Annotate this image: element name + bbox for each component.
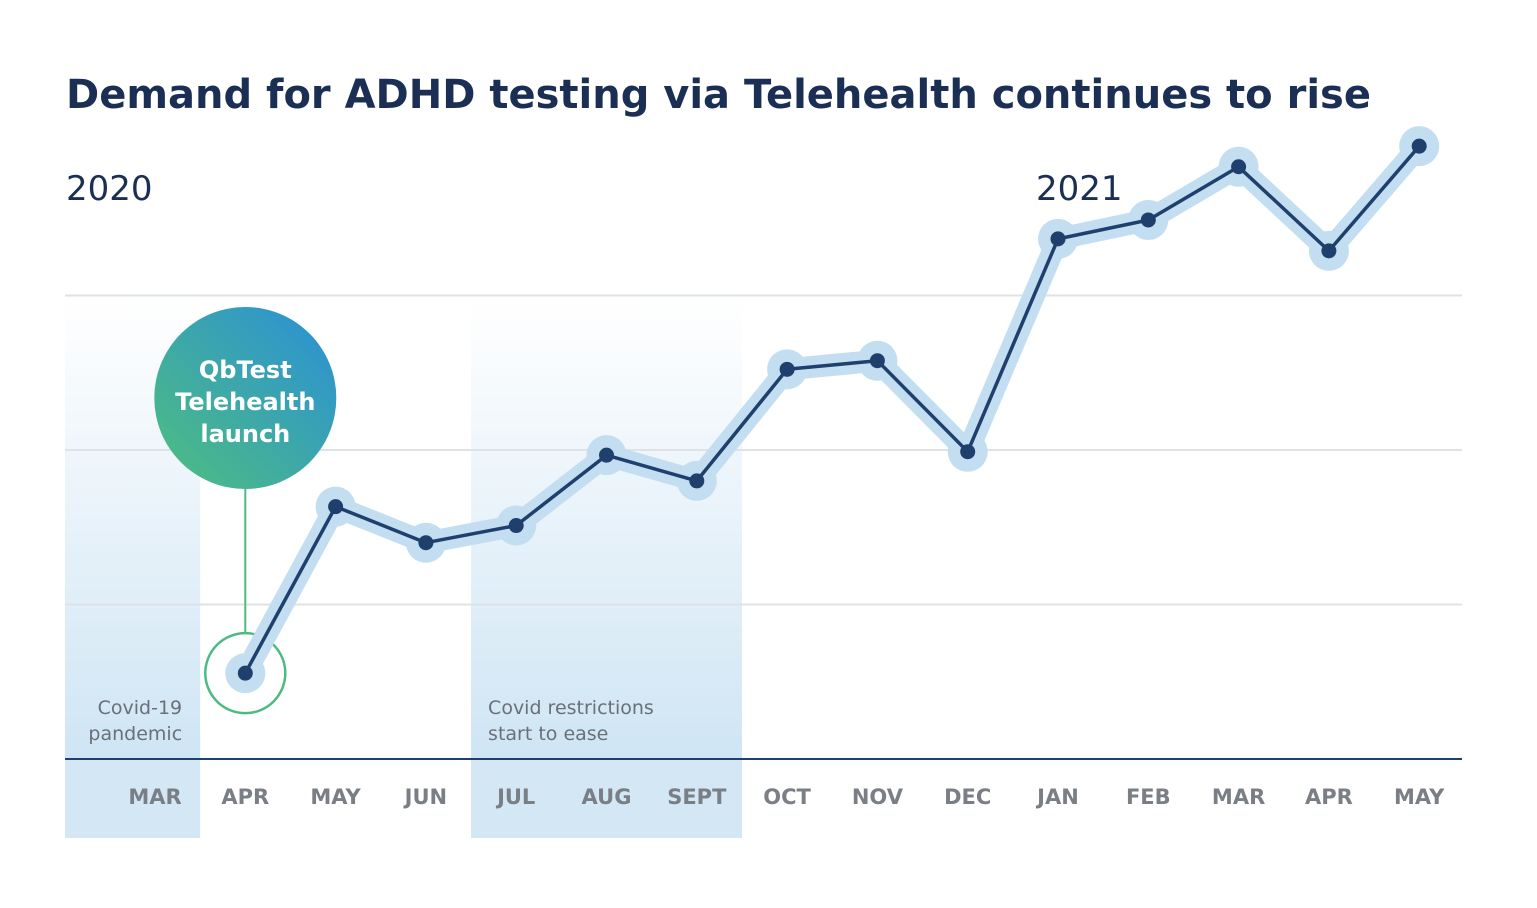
data-point [1411,138,1427,154]
data-point [1050,231,1066,247]
x-tick-label: JAN [1035,785,1079,809]
shaded-band-note: Covid restrictions [488,697,654,719]
data-point [599,447,614,463]
x-tick-label: MAY [1394,785,1445,809]
data-point [869,353,885,369]
data-point [508,518,524,534]
x-tick-label: OCT [763,785,811,809]
x-tick-label: MAY [310,785,361,809]
data-point [237,665,253,681]
x-tick-label: FEB [1126,785,1171,809]
x-tick-label: APR [221,785,269,809]
chart-title: Demand for ADHD testing via Telehealth c… [66,72,1371,118]
shaded-band-axis [65,759,201,838]
x-tick-label: DEC [944,785,991,809]
x-tick-label: JUL [495,785,535,809]
x-tick-label: APR [1305,785,1353,809]
callout-bubble [154,307,337,489]
x-tick-label: MAR [128,785,181,809]
data-point [328,499,344,515]
x-tick-label: AUG [582,785,632,809]
x-tick-label: SEPT [667,785,727,809]
shaded-band-note: pandemic [88,723,182,745]
callout-text: Telehealth [175,388,315,416]
data-point [1140,212,1156,228]
x-axis-ticks: MAR APR MAY JUN JUL AUG SEPT OCT NOV DEC JAN FEB MAR… [128,785,1445,809]
x-tick-label: MAR [1212,785,1265,809]
shaded-band-note: start to ease [488,723,608,745]
year-label-2021: 2021 [1036,169,1123,209]
data-series [225,126,1440,694]
data-point [960,444,976,460]
callout-text: QbTest [199,356,292,384]
year-label-2020: 2020 [66,169,153,209]
shaded-band-note: Covid-19 [98,697,183,719]
callout: QbTest Telehealth launch [154,307,337,715]
series-halo [234,135,1431,685]
data-point [1321,243,1337,259]
data-point [779,361,795,377]
x-tick-label: NOV [852,785,904,809]
series-line [243,145,1421,675]
shaded-band-axis [471,759,742,838]
data-point [418,535,434,551]
data-point [689,473,705,489]
data-point [1231,159,1247,175]
callout-ring [204,631,287,715]
callout-text: launch [200,420,290,448]
shaded-period-notes: Covid-19 pandemic Covid restrictions start … [88,697,653,745]
x-tick-label: JUN [403,785,447,809]
